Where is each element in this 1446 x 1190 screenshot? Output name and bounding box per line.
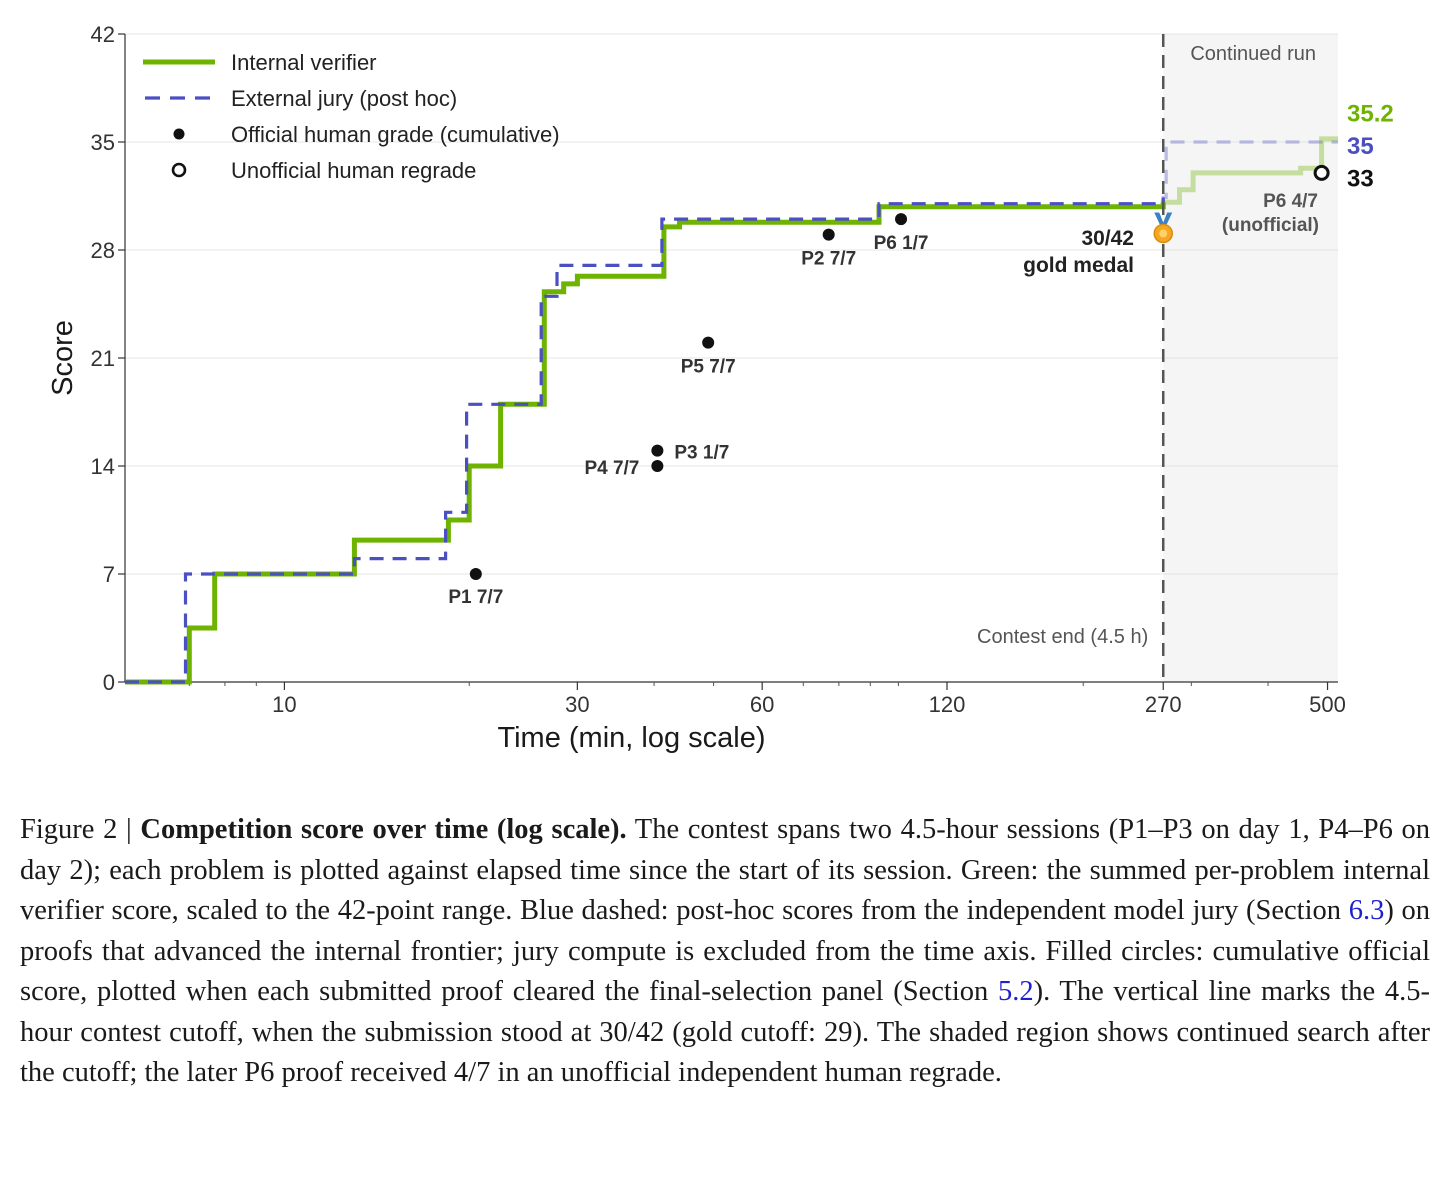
official-grade-point — [895, 213, 908, 226]
unofficial-regrade-point — [1313, 164, 1330, 181]
y-tick-label: 7 — [103, 562, 115, 587]
legend-swatch-unofficial — [171, 162, 187, 178]
legend: Internal verifier External jury (post hoc… — [143, 50, 560, 183]
medal-score-label: 30/42 — [1081, 227, 1134, 250]
official-grade-point — [651, 460, 664, 472]
axes: 0 7 14 21 28 35 42 10 30 60 120 270 500 Time (min, lo… — [47, 22, 1346, 754]
figure-caption: Figure 2 | Competition score over time (… — [20, 810, 1430, 1094]
point-marks: P1 7/7 P4 7/7 P3 1/7 P5 7/7 P2 7/7 P6 1/7 P6 4… — [448, 164, 1330, 608]
series-lines — [125, 136, 1338, 685]
section-ref-link[interactable]: 6.3 — [1348, 895, 1385, 926]
y-tick-label: 14 — [91, 454, 115, 479]
caption-text-1: The contest spans two 4.5-hour sessions … — [20, 814, 1430, 926]
section-ref-link[interactable]: 5.2 — [997, 976, 1034, 1007]
y-tick-label: 42 — [91, 22, 115, 47]
official-grade-label: P1 7/7 — [448, 587, 503, 608]
official-grade-point — [822, 228, 835, 241]
official-grade-label: P3 1/7 — [674, 443, 729, 464]
y-axis-title: Score — [47, 320, 79, 396]
verifier-line-continued — [1160, 136, 1338, 207]
x-tick-label: 500 — [1309, 692, 1346, 717]
official-grade-point — [469, 568, 482, 580]
official-grade-label: P6 1/7 — [874, 233, 929, 254]
y-tick-label: 28 — [91, 238, 115, 263]
official-grade-label: P2 7/7 — [801, 249, 856, 270]
caption-title: Competition score over time (log scale). — [140, 814, 627, 845]
verifier-line — [125, 202, 1166, 685]
x-tick-label: 60 — [750, 692, 774, 717]
final-score-label: 33 — [1347, 165, 1374, 192]
official-grade-point — [651, 444, 664, 457]
legend-label: External jury (post hoc) — [231, 86, 457, 111]
legend-label: Internal verifier — [231, 50, 377, 75]
unofficial-regrade-label: P6 4/7 — [1263, 191, 1318, 212]
x-axis-title: Time (min, log scale) — [497, 722, 765, 754]
legend-label: Unofficial human regrade — [231, 158, 476, 183]
continued-run-label: Continued run — [1190, 43, 1316, 65]
official-grade-label: P5 7/7 — [681, 357, 736, 378]
medal-label: gold medal — [1023, 254, 1134, 277]
legend-label: Official human grade (cumulative) — [231, 122, 560, 147]
jury-line — [125, 197, 1165, 684]
gold-medal-center-icon — [1159, 229, 1168, 238]
official-grade-point — [702, 336, 715, 349]
score-over-time-chart: 0 7 14 21 28 35 42 10 30 60 120 270 500 Time (min, lo… — [47, 22, 1394, 754]
caption-text-2: ) on proofs that advanced the internal f… — [20, 895, 1430, 1007]
y-tick-label: 35 — [91, 130, 115, 155]
x-tick-label: 120 — [929, 692, 966, 717]
final-score-label: 35.2 — [1347, 101, 1394, 128]
caption-text-3: ). The vertical line marks the 4.5-hour … — [20, 976, 1430, 1088]
annotations: Contest end (4.5 h) Continued run 30/42 gol… — [977, 34, 1394, 682]
caption-prefix: Figure 2 | — [20, 814, 141, 845]
contest-end-label: Contest end (4.5 h) — [977, 626, 1148, 648]
final-score-label: 35 — [1347, 133, 1374, 160]
grid-lines — [125, 33, 1338, 575]
x-tick-label: 30 — [565, 692, 589, 717]
legend-swatch-official — [173, 128, 185, 140]
medal-ribbon-icon — [1154, 212, 1173, 228]
x-tick-label: 10 — [272, 692, 296, 717]
x-tick-label: 270 — [1145, 692, 1182, 717]
unofficial-regrade-sublabel: (unofficial) — [1222, 215, 1319, 236]
official-grade-label: P4 7/7 — [584, 458, 639, 479]
y-tick-label: 0 — [103, 670, 115, 695]
y-tick-label: 21 — [91, 346, 115, 371]
